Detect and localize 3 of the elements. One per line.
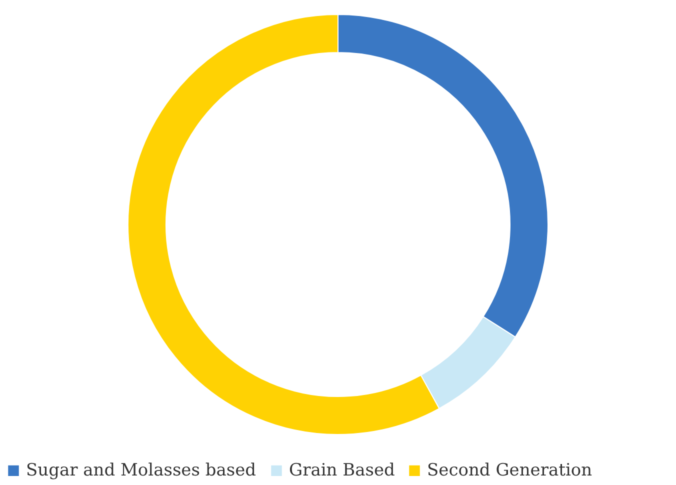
legend-label: Grain Based bbox=[289, 460, 396, 481]
legend-label: Second Generation bbox=[427, 460, 592, 481]
legend-label: Sugar and Molasses based bbox=[26, 460, 256, 481]
